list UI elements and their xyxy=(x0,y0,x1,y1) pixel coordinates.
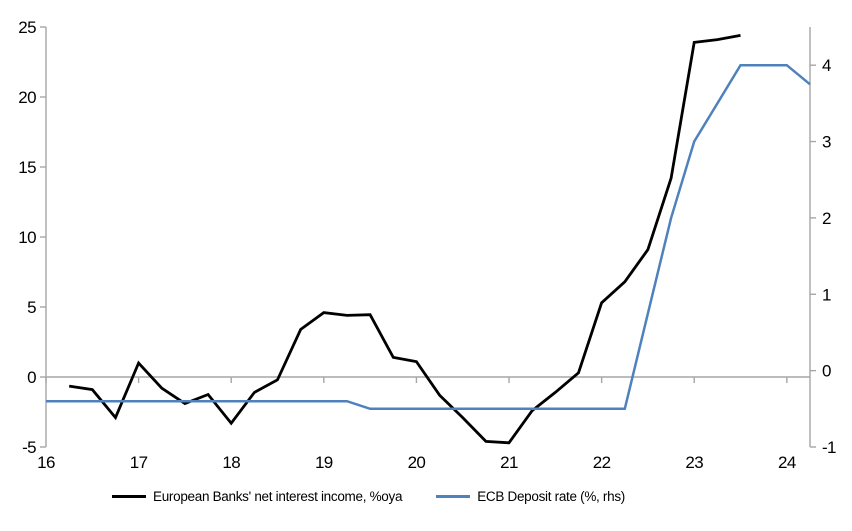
right-axis-tick-label: 2 xyxy=(822,209,831,228)
right-axis-tick-label: 4 xyxy=(822,56,831,75)
x-axis-tick-label: 21 xyxy=(500,453,518,472)
left-axis-tick-label: 15 xyxy=(18,158,36,177)
right-axis-tick-label: -1 xyxy=(822,438,836,457)
legend-label-net-interest-income: European Banks' net interest income, %oy… xyxy=(153,489,403,504)
x-axis-tick-label: 20 xyxy=(408,453,426,472)
x-axis-tick-label: 16 xyxy=(37,453,55,472)
legend-label-ecb-deposit-rate: ECB Deposit rate (%, rhs) xyxy=(477,489,625,504)
series-line-ecb-deposit-rate xyxy=(46,63,811,411)
x-axis-tick-label: 18 xyxy=(222,453,240,472)
left-axis-tick-label: -5 xyxy=(22,438,36,457)
left-axis-tick-label: 20 xyxy=(18,88,36,107)
series-line-net-interest-income xyxy=(68,34,741,445)
x-axis-tick-label: 17 xyxy=(130,453,148,472)
x-axis-tick-label: 24 xyxy=(778,453,796,472)
legend-line-swatch-black xyxy=(112,495,146,498)
left-axis-tick-label: 5 xyxy=(27,298,36,317)
right-axis-tick-label: 0 xyxy=(822,362,831,381)
chart-legend: European Banks' net interest income, %oy… xyxy=(112,489,625,504)
legend-line-swatch-blue xyxy=(436,495,471,498)
left-axis-tick-label: 10 xyxy=(18,228,36,247)
left-axis-tick-label: 25 xyxy=(18,18,36,37)
legend-item-ecb-deposit-rate: ECB Deposit rate (%, rhs) xyxy=(436,489,625,504)
right-axis-tick-label: 3 xyxy=(822,133,831,152)
x-axis-tick-label: 23 xyxy=(685,453,703,472)
legend-item-net-interest-income: European Banks' net interest income, %oy… xyxy=(112,489,402,504)
x-axis-tick-label: 22 xyxy=(593,453,611,472)
left-axis-tick-label: 0 xyxy=(27,368,36,387)
x-axis-tick-label: 19 xyxy=(315,453,333,472)
right-axis-tick-label: 1 xyxy=(822,285,831,304)
